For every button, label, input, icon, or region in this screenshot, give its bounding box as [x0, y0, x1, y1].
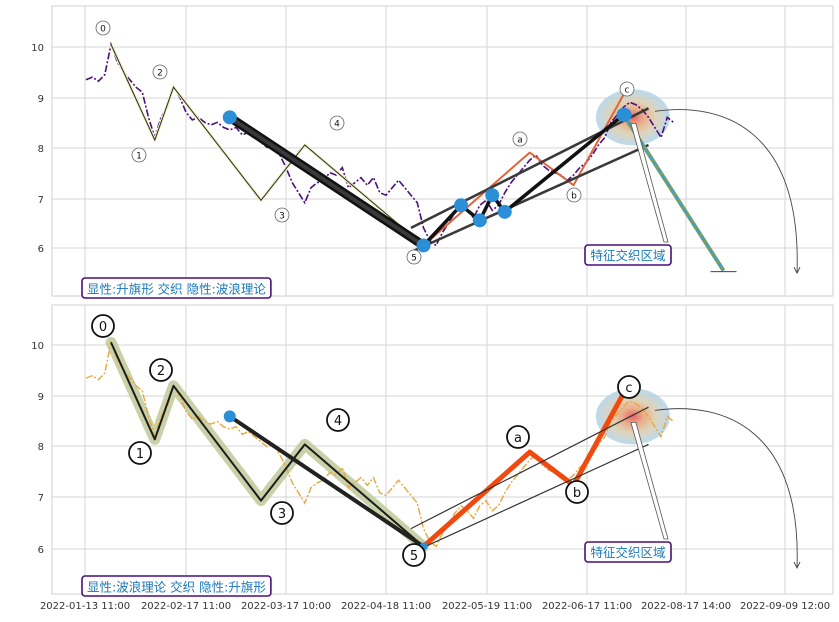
wave-label-circle: [565, 480, 589, 504]
flag-pole-line: [227, 414, 426, 549]
wave-label: 4: [334, 120, 340, 130]
x-tick-label: 2022-09-09 12:00: [740, 601, 830, 612]
wave-label: 5: [410, 549, 418, 564]
wave-label-circle: [270, 501, 294, 525]
y-tick-label: 9: [38, 94, 44, 105]
x-tick-label: 2022-02-17 11:00: [141, 601, 231, 612]
x-tick-label: 2022-03-17 10:00: [241, 601, 331, 612]
wave-label: 3: [279, 212, 285, 222]
wave-label: c: [625, 381, 632, 396]
x-tick-label: 2022-04-18 11:00: [341, 601, 431, 612]
wave-label-circle: [406, 249, 422, 265]
wave-label: a: [517, 136, 523, 146]
wave-label-circle: [152, 64, 168, 80]
callout-box: [584, 244, 672, 266]
zigzag-node: [454, 198, 468, 213]
annotation-box: [81, 277, 272, 299]
wave-label-circle: [402, 543, 426, 567]
wave-label: b: [573, 486, 581, 501]
y-tick-label: 8: [38, 442, 44, 453]
y-tick-label: 9: [38, 392, 44, 403]
zigzag-line: [422, 113, 625, 247]
y-tick-label: 7: [38, 195, 44, 206]
forecast-arc-head: [793, 266, 801, 275]
forecast-arc: [654, 109, 798, 274]
price-line: [85, 41, 675, 247]
wave-label-circle: [512, 131, 528, 147]
wave-label: 2: [157, 69, 163, 79]
wave-label: 5: [411, 254, 417, 264]
channel-upper-line: [410, 406, 649, 530]
zigzag-node: [222, 110, 237, 125]
x-tick-label: 2022-01-13 11:00: [40, 601, 130, 612]
y-tick-label: 7: [38, 493, 44, 504]
projection-line: [622, 114, 725, 272]
wave-label-circle: [329, 115, 345, 131]
wave-0-5-outline: [110, 44, 424, 246]
channel-lower-line: [410, 443, 649, 554]
zigzag-node: [497, 204, 512, 219]
callout-arrow: [630, 122, 669, 243]
wave-label-circle: [131, 147, 147, 163]
annotation-text: 显性:波浪理论 交织 隐性:升旗形: [87, 580, 266, 595]
wave-label-circle: [91, 314, 115, 338]
wave-0-5-line: [110, 341, 425, 548]
wave-label: 4: [334, 414, 342, 429]
y-tick-label: 10: [31, 43, 44, 54]
wave-label-circle: [149, 358, 173, 382]
wave-label-circle: [95, 20, 111, 36]
wave-label: 1: [136, 152, 142, 162]
wave-label: 0: [100, 25, 106, 35]
plot-area: [51, 5, 834, 297]
zigzag-node: [472, 213, 487, 228]
x-tick-label: 2022-08-17 14:00: [641, 601, 731, 612]
wave-label-circle: [619, 81, 635, 97]
zigzag-node: [485, 188, 500, 203]
callout-arrow: [630, 422, 669, 540]
zigzag-node: [416, 238, 431, 253]
y-tick-label: 10: [31, 341, 44, 352]
y-tick-label: 6: [38, 244, 44, 255]
channel-lower-line: [410, 143, 650, 254]
callout-label: 特征交织区域: [590, 545, 665, 560]
wave-label: 0: [99, 320, 107, 335]
callout-label: 特征交织区域: [590, 248, 665, 263]
forecast-arc: [654, 408, 798, 569]
wave-label-circle: [566, 187, 582, 203]
y-tick-label: 8: [38, 144, 44, 155]
x-tick-label: 2022-05-19 11:00: [442, 601, 532, 612]
y-tick-label: 6: [38, 545, 44, 556]
annotation-box: [81, 575, 272, 597]
pole-start-node: [223, 410, 236, 423]
callout-box: [584, 541, 672, 563]
wave-label: b: [571, 192, 577, 202]
wave-label: 3: [278, 507, 286, 522]
wave-label: 2: [157, 364, 165, 379]
wave-label: 1: [136, 447, 144, 462]
annotation-text: 显性:升旗形 交织 隐性:波浪理论: [87, 282, 266, 297]
forecast-arc-head: [793, 561, 801, 570]
plot-area: [51, 304, 834, 595]
wave-label-circle: [274, 207, 290, 223]
wave-label-circle: [617, 375, 641, 399]
wave-label-circle: [506, 425, 530, 449]
wave-label-circle: [326, 408, 350, 432]
wave-label-circle: [128, 441, 152, 465]
x-tick-label: 2022-06-17 11:00: [542, 601, 632, 612]
flag-pole-core: [228, 115, 425, 248]
wave-abc-line: [421, 390, 626, 549]
wave-abc-line: [422, 93, 625, 247]
zone-node: [617, 107, 632, 122]
wave-label: c: [625, 86, 630, 96]
wave-label: a: [514, 431, 522, 446]
price-line: [85, 339, 674, 548]
intersection-zone: [595, 388, 670, 445]
